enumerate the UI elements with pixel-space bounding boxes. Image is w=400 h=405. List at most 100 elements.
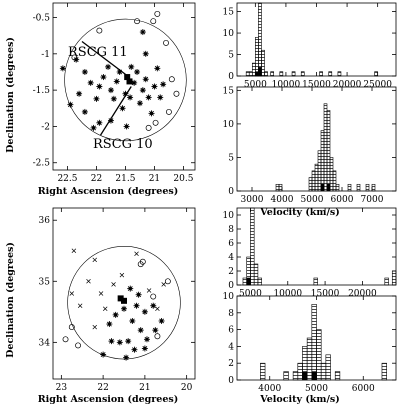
- asterisk-arm: [125, 338, 131, 344]
- x-tick-label: 20.5: [173, 174, 193, 184]
- y-tick-label: 36: [39, 216, 51, 226]
- x-tick-label: 23: [56, 383, 68, 393]
- cross-stroke: [134, 251, 139, 257]
- asterisk-arm: [127, 286, 133, 292]
- y-tick-label: 10: [223, 120, 235, 130]
- cross-stroke: [71, 248, 77, 253]
- x-tick-label: 15000: [311, 289, 340, 299]
- x-tick-label: 20000: [348, 289, 377, 299]
- asterisk-arm: [82, 109, 88, 115]
- galaxy-point-asterisk: [81, 108, 88, 115]
- y-tick-label: 6: [228, 239, 234, 249]
- galaxy-point-circle: [154, 10, 161, 17]
- asterisk-arm: [106, 321, 112, 327]
- x-tick-label: 21.5: [115, 174, 135, 184]
- cross-stroke: [161, 282, 166, 287]
- x-tick-label: 4000: [258, 384, 281, 394]
- y-tick-label: 0: [228, 376, 234, 386]
- galaxy-point-circle: [154, 333, 161, 340]
- asterisk-arm: [140, 29, 146, 35]
- histogram-bar-hatched: [320, 130, 325, 192]
- galaxy-point-circle: [173, 90, 180, 97]
- histogram-bar-hatched: [311, 170, 316, 192]
- galaxy-point-circle: [62, 336, 69, 343]
- galaxy-point-circle: [152, 119, 159, 126]
- galaxy-point-cross: [71, 248, 77, 253]
- galaxy-point-circle: [168, 76, 175, 83]
- histogram-bar-hatched: [291, 71, 296, 77]
- asterisk-arm: [123, 355, 129, 361]
- histogram-bar-hatched: [316, 329, 322, 381]
- cross-stroke: [69, 291, 75, 296]
- asterisk-arm: [150, 303, 156, 309]
- cross-stroke: [155, 306, 160, 312]
- histogram-bar-filled: [320, 183, 325, 192]
- histogram-bar-hatched: [250, 207, 255, 286]
- asterisk-arm: [117, 339, 123, 345]
- histogram-bar-filled: [302, 371, 308, 381]
- group-center-square: [117, 295, 124, 302]
- y-tick-label: 5: [228, 153, 234, 163]
- x-tick-label: 22: [91, 174, 102, 184]
- asterisk-arm: [138, 327, 144, 333]
- galaxy-point-circle: [134, 18, 140, 25]
- y-tick-label: 5: [228, 51, 234, 61]
- y-tick-label: -2: [41, 122, 50, 132]
- y-tick-label: 6: [228, 326, 234, 336]
- asterisk-arm: [113, 312, 119, 318]
- histogram-bar-hatched: [335, 183, 340, 192]
- galaxy-point-asterisk: [143, 336, 150, 343]
- galaxy-point-asterisk: [100, 351, 107, 358]
- galaxy-point-asterisk: [112, 311, 119, 318]
- group-center-square: [126, 78, 133, 85]
- annotation-arrow: [81, 40, 128, 77]
- x-tick-label: 6000: [352, 384, 375, 394]
- x-tick-label: 20: [181, 383, 193, 393]
- asterisk-arm: [142, 346, 148, 351]
- asterisk-arm: [108, 87, 114, 93]
- asterisk-arm: [159, 318, 165, 324]
- histogram-bar-hatched: [319, 71, 323, 77]
- galaxy-point-asterisk: [81, 68, 88, 75]
- cross-stroke: [86, 279, 91, 284]
- histogram-bar-filled: [326, 183, 331, 192]
- x-tick-label: 3000: [241, 195, 264, 205]
- galaxy-point-circle: [163, 39, 169, 46]
- asterisk-arm: [96, 120, 102, 126]
- search-radius-circle: [64, 18, 187, 142]
- galaxy-point-cross: [111, 282, 116, 287]
- asterisk-arm: [142, 309, 148, 315]
- x-tick-label: 10000: [273, 289, 302, 299]
- annotation-rscg10: RSCG 10: [93, 137, 153, 152]
- y-tick-label: 10: [223, 29, 235, 39]
- galaxy-point-asterisk: [142, 76, 149, 83]
- histogram-bar-filled: [311, 371, 317, 381]
- histogram-bar-hatched: [283, 371, 289, 381]
- group-center-square: [124, 74, 131, 81]
- galaxy-point-asterisk: [59, 65, 66, 72]
- galaxy-point-asterisk: [133, 302, 140, 309]
- galaxy-point-circle: [68, 324, 75, 331]
- galaxy-point-asterisk: [157, 94, 164, 101]
- asterisk-arm: [67, 102, 73, 108]
- y-tick-label: 2: [228, 359, 234, 369]
- asterisk-arm: [105, 64, 111, 70]
- y-tick-label: 15: [223, 86, 235, 96]
- y-tick-label: 8: [228, 225, 234, 235]
- asterisk-arm: [94, 96, 99, 102]
- galaxy-point-asterisk: [128, 63, 135, 70]
- histogram-bar-hatched: [279, 71, 284, 77]
- histogram-bar-hatched: [365, 183, 370, 192]
- asterisk-arm: [88, 80, 94, 86]
- y-tick-label: -1.5: [33, 86, 51, 96]
- histogram-bar-hatched: [356, 183, 361, 192]
- galaxy-point-asterisk: [107, 87, 114, 94]
- galaxy-point-asterisk: [90, 124, 97, 131]
- histogram-bar-hatched: [323, 103, 328, 192]
- galaxy-point-cross: [134, 251, 139, 257]
- asterisk-arm: [128, 64, 134, 70]
- galaxy-point-cross: [102, 306, 108, 312]
- histogram-bar-hatched: [300, 71, 305, 77]
- histogram-bar-hatched: [325, 354, 331, 381]
- histogram-bar-hatched: [253, 263, 259, 286]
